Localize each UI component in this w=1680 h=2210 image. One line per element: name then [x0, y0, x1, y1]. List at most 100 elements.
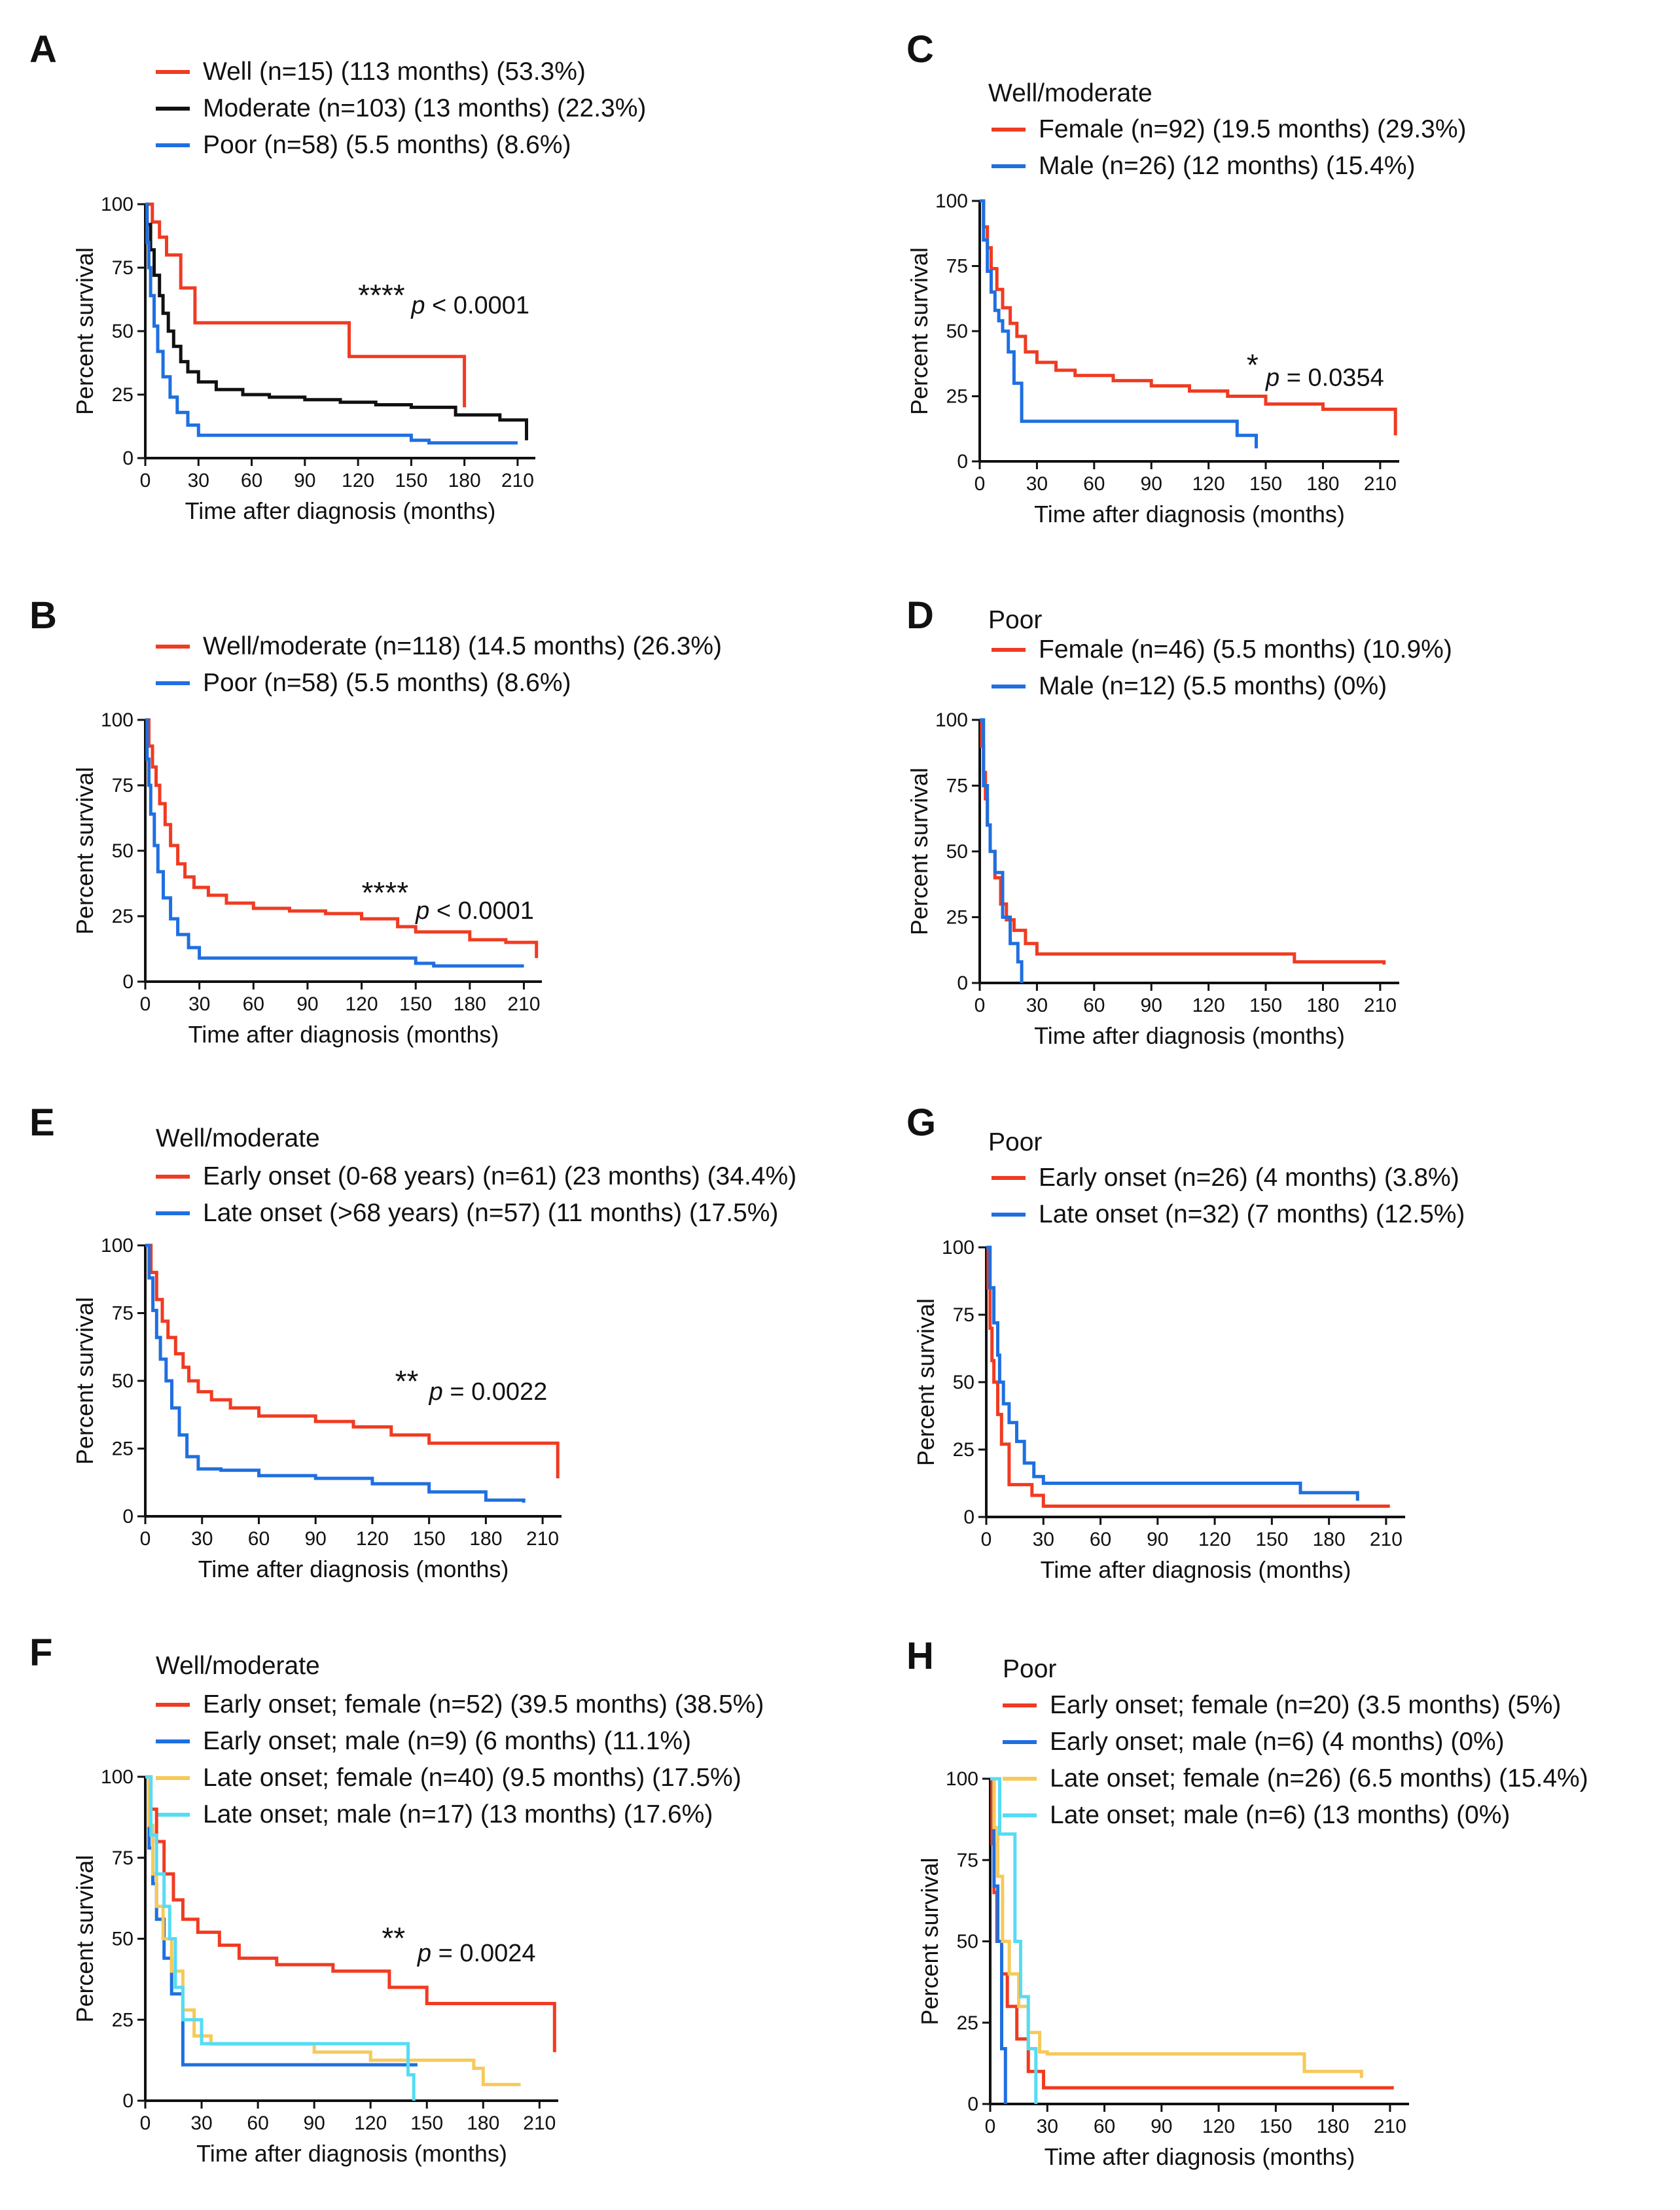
panel-c-x-tick-label-150: 150: [1249, 473, 1282, 495]
panel-g-x-tick-label-30: 30: [1033, 1529, 1054, 1550]
panel-b-x-tick-label-60: 60: [243, 993, 264, 1015]
panel-d-x-tick-label-210: 210: [1364, 995, 1397, 1016]
panel-h-y-tick-label-100: 100: [946, 1768, 978, 1790]
panel-g-x-tick-label-210: 210: [1370, 1529, 1403, 1550]
panel-d-y-axis-title: Percent survival: [906, 768, 933, 935]
panel-g-x-axis-title: Time after diagnosis (months): [1041, 1556, 1351, 1583]
panel-g-legend-label-2: Late onset (n=32) (7 months) (12.5%): [1039, 1200, 1465, 1228]
panel-c-p-value: p = 0.0354: [1265, 365, 1384, 392]
panel-f-x-tick-label-180: 180: [467, 2112, 499, 2134]
panel-e-legend-label-2: Late onset (>68 years) (n=57) (11 months…: [203, 1199, 778, 1227]
panel-h-legend-label-4: Late onset; male (n=6) (13 months) (0%): [1050, 1801, 1510, 1829]
panel-c-y-tick-label-50: 50: [946, 321, 968, 342]
panel-e-y-tick-label-100: 100: [101, 1235, 134, 1256]
panel-g-y-tick-label-50: 50: [953, 1372, 974, 1393]
panel-c-significance: *: [1247, 348, 1259, 382]
panel-e-x-tick-label-150: 150: [413, 1528, 446, 1550]
panel-d-group-title: Poor: [988, 606, 1042, 634]
panel-a-letter: A: [29, 28, 57, 71]
panel-h-x-tick-label-120: 120: [1202, 2116, 1235, 2137]
panel-g-x-tick-label-180: 180: [1313, 1529, 1346, 1550]
panel-c-letter: C: [906, 28, 934, 71]
panel-f-x-axis-title: Time after diagnosis (months): [196, 2140, 507, 2167]
panel-h-x-tick-label-90: 90: [1151, 2116, 1172, 2137]
panel-a-significance: ****: [358, 278, 405, 312]
panel-c-y-tick-label-75: 75: [946, 256, 968, 277]
panel-b-x-tick-label-90: 90: [296, 993, 318, 1015]
panel-c-y-tick-label-100: 100: [935, 190, 968, 212]
panel-d-legend-label-1: Female (n=46) (5.5 months) (10.9%): [1039, 635, 1452, 664]
panel-f-x-tick-label-30: 30: [190, 2112, 212, 2134]
panel-a-y-tick-label-75: 75: [112, 257, 134, 279]
panel-b-series-1-line: [145, 718, 539, 958]
panel-h-x-tick-label-180: 180: [1317, 2116, 1349, 2137]
panel-f-y-tick-label-75: 75: [112, 1847, 134, 1869]
panel-c-y-tick-label-25: 25: [946, 386, 968, 408]
panel-e-x-axis-title: Time after diagnosis (months): [198, 1556, 509, 1582]
panel-b-x-tick-label-30: 30: [188, 993, 210, 1015]
panel-c-group-title: Well/moderate: [988, 79, 1153, 107]
panel-h-x-tick-label-60: 60: [1094, 2116, 1115, 2137]
panel-d-x-tick-label-0: 0: [974, 995, 986, 1016]
panel-a-series-2-line: [145, 202, 528, 440]
panel-e-y-axis-title: Percent survival: [71, 1297, 98, 1465]
panel-d-y-tick-label-25: 25: [946, 907, 968, 929]
panel-e-group-title: Well/moderate: [156, 1124, 320, 1152]
panel-d-x-tick-label-60: 60: [1083, 995, 1105, 1016]
panel-a-x-tick-label-210: 210: [501, 470, 534, 491]
panel-d-series-1-line: [980, 718, 1386, 965]
panel-d-y-tick-label-100: 100: [935, 709, 968, 731]
panel-c-p-symbol: p: [1265, 365, 1279, 392]
panel-d-x-tick-label-180: 180: [1306, 995, 1339, 1016]
panel-f-series-2-line: [145, 1775, 418, 2067]
panel-g-x-tick-label-90: 90: [1147, 1529, 1168, 1550]
panel-d-letter: D: [906, 594, 934, 637]
panel-f-x-tick-label-90: 90: [303, 2112, 325, 2134]
panel-f-legend-label-2: Early onset; male (n=9) (6 months) (11.1…: [203, 1727, 691, 1755]
panel-e-legend-label-1: Early onset (0-68 years) (n=61) (23 mont…: [203, 1162, 796, 1190]
panel-a-x-tick-label-0: 0: [140, 470, 151, 491]
panel-f-x-tick-label-120: 120: [354, 2112, 387, 2134]
panel-g-y-axis-title: Percent survival: [912, 1298, 939, 1466]
panel-f-p-value: p = 0.0024: [417, 1940, 536, 1967]
panel-f-p-symbol: p: [417, 1940, 431, 1967]
panel-h-legend-label-2: Early onset; male (n=6) (4 months) (0%): [1050, 1728, 1505, 1756]
panel-c-x-tick-label-210: 210: [1364, 473, 1397, 495]
panel-f-legend-label-4: Late onset; male (n=17) (13 months) (17.…: [203, 1800, 713, 1828]
panel-b-y-tick-label-100: 100: [101, 709, 134, 731]
panel-f-legend-label-3: Late onset; female (n=40) (9.5 months) (…: [203, 1764, 742, 1792]
panel-f-y-axis-title: Percent survival: [71, 1855, 98, 2022]
panel-c-x-tick-label-30: 30: [1026, 473, 1048, 495]
panel-g-y-tick-label-75: 75: [953, 1304, 974, 1326]
panel-h-legend-label-3: Late onset; female (n=26) (6.5 months) (…: [1050, 1764, 1588, 1792]
panel-f-series-1-line: [145, 1775, 556, 2052]
panel-g-series-1-line: [986, 1245, 1390, 1508]
panel-b-y-axis-title: Percent survival: [71, 767, 98, 935]
panel-e-p-number: = 0.0022: [443, 1378, 548, 1406]
panel-a-x-axis-title: Time after diagnosis (months): [185, 497, 496, 524]
panel-a-p-number: < 0.0001: [425, 292, 530, 319]
panel-a-x-tick-label-90: 90: [294, 470, 315, 491]
panel-h-x-axis-title: Time after diagnosis (months): [1045, 2143, 1355, 2170]
panel-a-p-symbol: p: [410, 292, 425, 319]
panel-b-x-tick-label-0: 0: [140, 993, 151, 1015]
panel-d-series-2-line: [980, 718, 1024, 983]
panel-g-group-title: Poor: [988, 1128, 1042, 1156]
panel-g-letter: G: [906, 1101, 936, 1144]
panel-c-x-tick-label-0: 0: [974, 473, 986, 495]
panel-b-x-axis-title: Time after diagnosis (months): [188, 1021, 499, 1048]
panel-e-letter: E: [29, 1101, 55, 1144]
panel-a-legend-label-1: Well (n=15) (113 months) (53.3%): [203, 58, 586, 86]
panel-c-y-tick-label-0: 0: [957, 451, 968, 472]
panel-h-x-tick-label-210: 210: [1374, 2116, 1406, 2137]
panel-h-series-3-line: [990, 1777, 1363, 2078]
panel-e-significance: **: [395, 1364, 419, 1399]
panel-a-x-tick-label-30: 30: [188, 470, 209, 491]
panel-c-series-1-line: [980, 199, 1397, 436]
panel-a-y-axis-title: Percent survival: [71, 247, 98, 415]
panel-g-y-tick-label-0: 0: [963, 1506, 974, 1528]
panel-g-series-2-line: [986, 1245, 1359, 1501]
panel-b-p-number: < 0.0001: [429, 897, 534, 925]
